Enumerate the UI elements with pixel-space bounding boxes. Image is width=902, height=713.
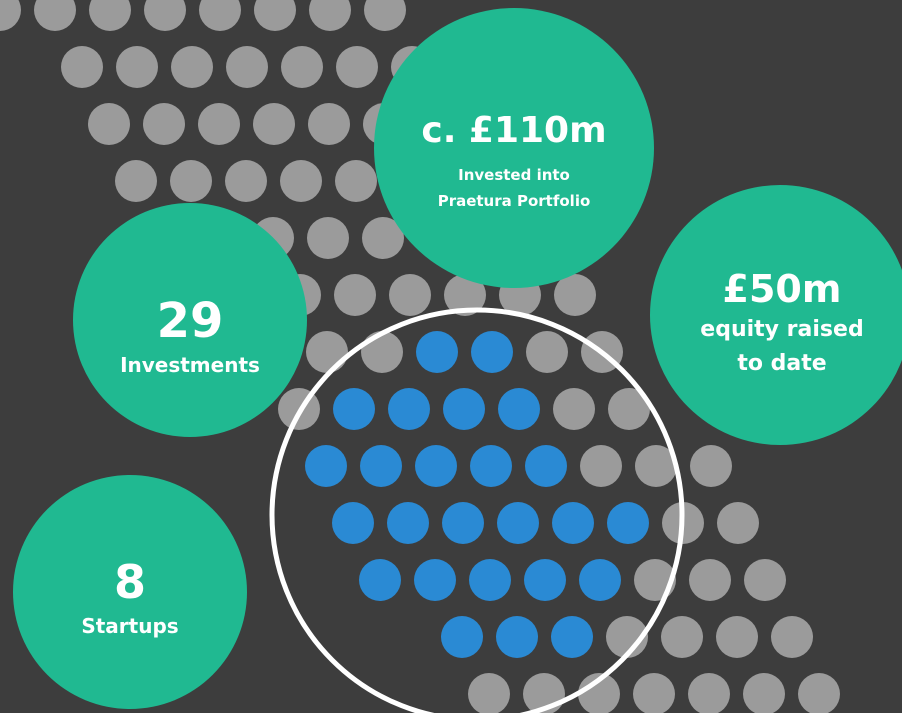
dot	[362, 217, 404, 259]
dot	[61, 46, 103, 88]
stat-label: Invested into	[458, 166, 570, 184]
dot	[359, 559, 401, 601]
dot	[606, 616, 648, 658]
dot	[580, 445, 622, 487]
dot	[280, 160, 322, 202]
dot	[496, 616, 538, 658]
stat-value: 29	[157, 293, 224, 349]
dot	[89, 0, 131, 31]
dot	[116, 46, 158, 88]
dot	[525, 445, 567, 487]
dot	[199, 0, 241, 31]
dot	[716, 616, 758, 658]
dot	[333, 388, 375, 430]
dot	[524, 559, 566, 601]
dot	[389, 274, 431, 316]
dot	[498, 388, 540, 430]
dot	[364, 0, 406, 31]
stat-circle	[650, 185, 902, 445]
dot	[442, 502, 484, 544]
dot	[469, 559, 511, 601]
dot	[361, 331, 403, 373]
dot	[414, 559, 456, 601]
dot	[497, 502, 539, 544]
dot	[661, 616, 703, 658]
dot	[308, 103, 350, 145]
dot	[225, 160, 267, 202]
dot	[798, 673, 840, 713]
dot	[254, 0, 296, 31]
dot	[635, 445, 677, 487]
stat-value: 8	[114, 555, 146, 609]
dot	[579, 559, 621, 601]
dot	[551, 616, 593, 658]
dot	[253, 103, 295, 145]
dot	[744, 559, 786, 601]
dot	[743, 673, 785, 713]
dot	[309, 0, 351, 31]
dot	[307, 217, 349, 259]
stat-label: Startups	[81, 614, 178, 638]
dot	[388, 388, 430, 430]
stat-value: £50m	[723, 267, 842, 311]
dot	[468, 673, 510, 713]
dot	[690, 445, 732, 487]
dot	[281, 46, 323, 88]
stat-label: Praetura Portfolio	[438, 192, 591, 210]
dot	[336, 46, 378, 88]
dot	[144, 0, 186, 31]
dot	[441, 616, 483, 658]
dot	[416, 331, 458, 373]
dot	[334, 274, 376, 316]
dot	[443, 388, 485, 430]
dot	[226, 46, 268, 88]
dot	[387, 502, 429, 544]
dot	[607, 502, 649, 544]
dot	[115, 160, 157, 202]
dot	[305, 445, 347, 487]
dot	[88, 103, 130, 145]
dot	[633, 673, 675, 713]
dot	[335, 160, 377, 202]
dot	[34, 0, 76, 31]
dot	[526, 331, 568, 373]
dot	[170, 160, 212, 202]
stat-circle	[13, 475, 247, 709]
stat-circle	[374, 8, 654, 288]
dot	[360, 445, 402, 487]
dot	[688, 673, 730, 713]
dot	[578, 673, 620, 713]
dot	[470, 445, 512, 487]
dot	[143, 103, 185, 145]
dot	[332, 502, 374, 544]
dot	[0, 0, 21, 31]
dot	[553, 388, 595, 430]
dot	[306, 331, 348, 373]
dot	[771, 616, 813, 658]
dot	[471, 331, 513, 373]
dot	[415, 445, 457, 487]
stat-value: c. £110m	[421, 110, 606, 151]
dot	[552, 502, 594, 544]
dot-pattern	[0, 0, 840, 713]
dot	[608, 388, 650, 430]
stat-label: to date	[737, 351, 826, 376]
dot	[444, 274, 486, 316]
stat-circle	[73, 203, 307, 437]
dot	[171, 46, 213, 88]
dot	[554, 274, 596, 316]
stat-label: equity raised	[700, 317, 863, 342]
dot	[717, 502, 759, 544]
stat-label: Investments	[120, 353, 260, 377]
highlight-ring	[269, 307, 685, 713]
dot	[689, 559, 731, 601]
dot	[198, 103, 240, 145]
